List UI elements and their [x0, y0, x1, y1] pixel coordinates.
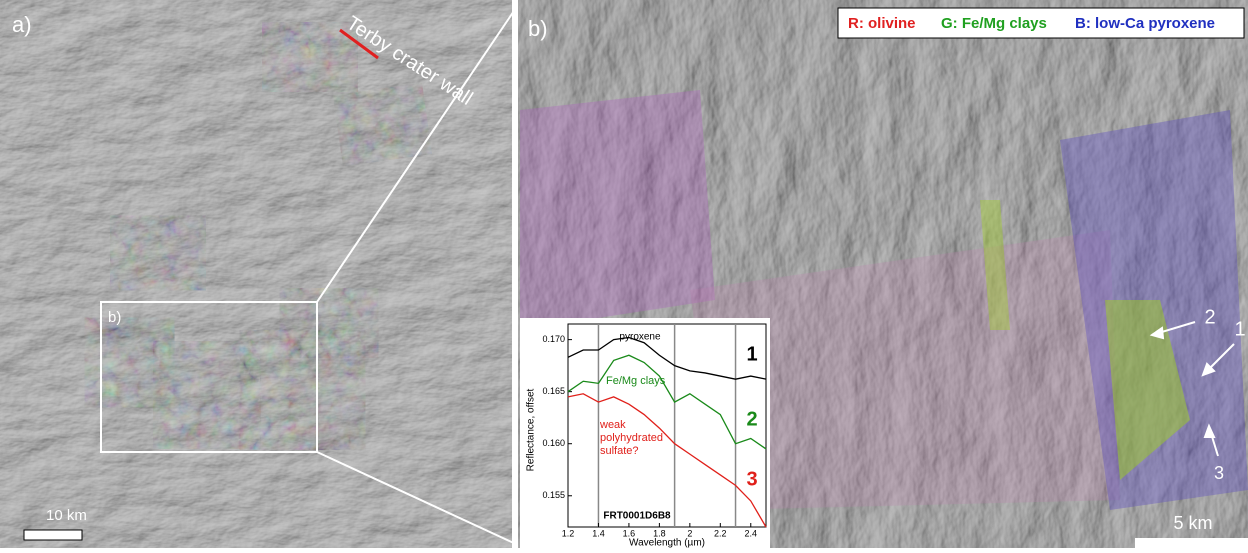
- x-tick-label: 1.4: [592, 528, 605, 538]
- series-label: pyroxene: [619, 332, 661, 343]
- marker-label: 3: [1214, 463, 1224, 483]
- page: Terby crater wall a) b) 10 km b) R: oliv…: [0, 0, 1248, 548]
- box-label: b): [108, 309, 121, 326]
- legend-entry: R: olivine: [848, 15, 916, 32]
- x-tick-label: 2: [687, 528, 692, 538]
- x-axis-label: Wavelength (µm): [629, 538, 705, 548]
- series-label: Fe/Mg clays: [606, 375, 666, 387]
- series-tag: 2: [746, 408, 757, 430]
- x-tick-label: 1.2: [562, 528, 575, 538]
- y-tick-label: 0.165: [542, 386, 565, 396]
- x-tick-label: 2.4: [745, 528, 758, 538]
- series-label-line: sulfate?: [600, 445, 639, 457]
- legend-entry: B: low-Ca pyroxene: [1075, 15, 1215, 32]
- legend-entry: G: Fe/Mg clays: [941, 15, 1047, 32]
- panel-label: b): [528, 16, 548, 41]
- y-tick-label: 0.170: [542, 334, 565, 344]
- scale-bar: [24, 530, 82, 540]
- y-tick-label: 0.160: [542, 438, 565, 448]
- marker-label: 1: [1234, 318, 1245, 340]
- y-axis-label: Reflectance, offset: [526, 388, 537, 471]
- scale-label: 10 km: [46, 507, 87, 524]
- scale-label: 5 km: [1173, 513, 1212, 533]
- separator: [512, 0, 518, 548]
- x-tick-label: 2.2: [714, 528, 727, 538]
- observation-id: FRT0001D6B8: [603, 511, 671, 522]
- marker-label: 2: [1204, 306, 1215, 328]
- scale-bar: [1135, 538, 1248, 548]
- x-tick-label: 1.8: [653, 528, 666, 538]
- series-tag: 3: [746, 468, 757, 490]
- series-tag: 1: [746, 343, 757, 365]
- y-tick-label: 0.155: [542, 490, 565, 500]
- x-tick-label: 1.6: [623, 528, 636, 538]
- figure: Terby crater wall a) b) 10 km b) R: oliv…: [0, 0, 1248, 548]
- panel-label: a): [12, 12, 32, 37]
- series-label-line: polyhydrated: [600, 432, 663, 444]
- series-label-line: weak: [599, 419, 626, 431]
